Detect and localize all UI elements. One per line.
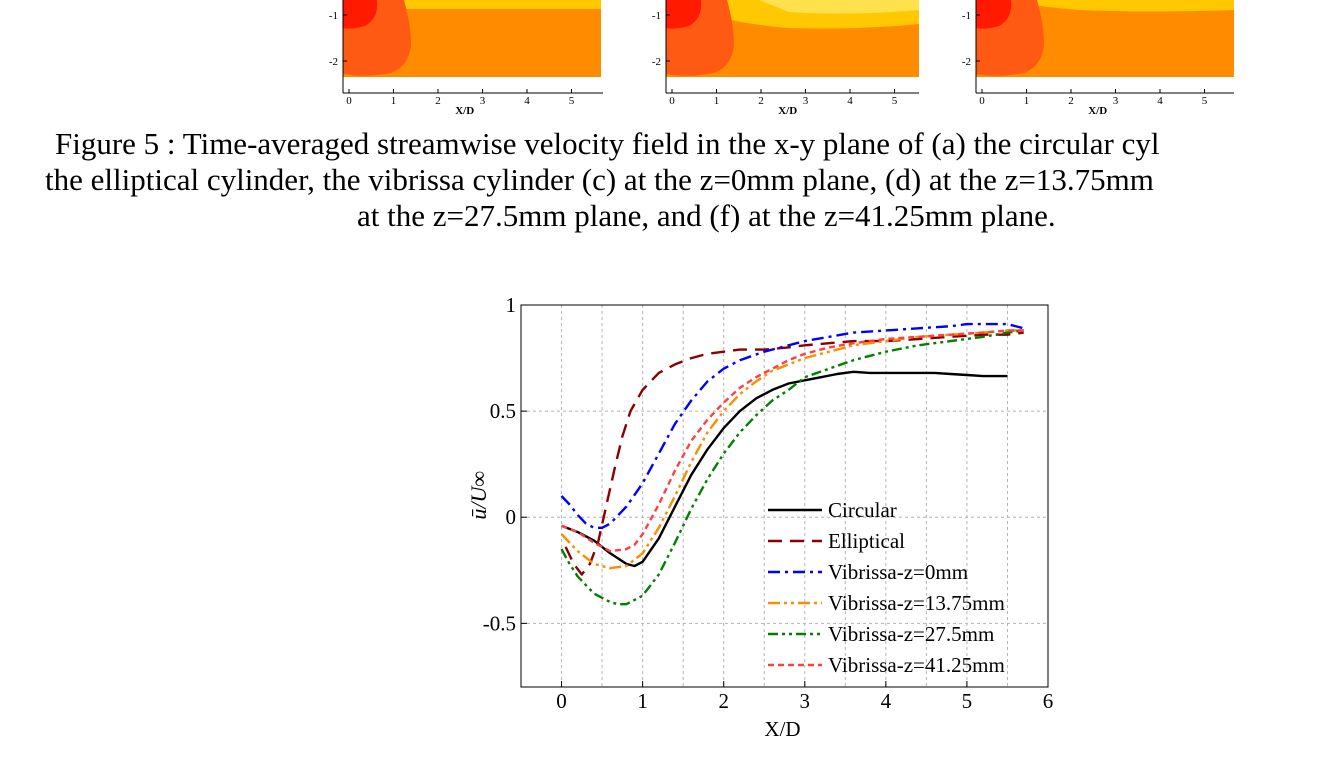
panel-x-tick-label: 4 (524, 95, 530, 107)
panel-y-tick-label: -2 (962, 56, 971, 68)
panel-y-tick-label: -1 (329, 10, 338, 22)
panel-x-tick-label: 2 (758, 95, 764, 107)
contour-region-upper (343, 0, 601, 9)
panel-x-axis-label: X/D (455, 105, 474, 117)
contour-region-upper (1014, 0, 1234, 12)
panel-x-tick-label: 1 (714, 95, 720, 107)
panel-x-axis-label: X/D (778, 105, 797, 117)
caption-line-3: at the z=27.5mm plane, and (f) at the z=… (357, 198, 1056, 233)
x-tick-label: 6 (1043, 689, 1054, 713)
contour-panel-b (609, 0, 919, 125)
contour-region-inner (976, 0, 1012, 29)
x-tick-label: 3 (800, 689, 811, 713)
panel-x-axis-label: X/D (1088, 105, 1107, 117)
contour-panel-a (299, 0, 609, 125)
contour-region-inner (666, 0, 702, 29)
panel-x-tick-label: 1 (391, 95, 397, 107)
y-tick-label: 0 (506, 505, 517, 529)
panel-y-tick-label: -2 (329, 56, 338, 68)
series-lines (560, 322, 1025, 606)
panel-y-tick-label: -1 (652, 10, 661, 22)
series-line-elliptical (564, 331, 1024, 576)
legend-label: Vibrissa-z=0mm (828, 560, 968, 584)
x-tick-label: 1 (637, 689, 648, 713)
contour-region-inner (343, 0, 378, 29)
panel-x-tick-label: 1 (1024, 95, 1030, 107)
caption-line-2: the elliptical cylinder, the vibrissa cy… (45, 162, 1154, 197)
axes-ticks: 0 1 2 3 4 5 6 -0.5 0 0.5 1 (483, 293, 1054, 713)
panel-x-tick-label: 5 (892, 95, 898, 107)
x-tick-label: 5 (962, 689, 973, 713)
contour-region-upper-light (759, 0, 919, 14)
figure5-contour-panels: -1 -2 0 1 2 3 4 5 X/D -1 -2 0 1 2 3 4 5 X/D -1 -2 0 1 2 3 4 5 X/D (299, 0, 1234, 125)
series-line-vibrissa-z-27-5mm (560, 329, 1024, 606)
panel-x-tick-label: 5 (569, 95, 575, 107)
panel-x-tick-label: 2 (435, 95, 441, 107)
y-axis-label: ū/U∞ (466, 471, 491, 520)
series-line-vibrissa-z-41-25mm (561, 329, 1024, 553)
panel-y-tick-label: -1 (962, 10, 971, 22)
panel-x-tick-label: 0 (669, 95, 675, 107)
panel-x-tick-label: 2 (1068, 95, 1074, 107)
series-line-circular (561, 370, 1008, 568)
panel-x-tick-label: 4 (1157, 95, 1163, 107)
contour-panel-labels: -1 -2 0 1 2 3 4 5 X/D -1 -2 0 1 2 3 4 5 X/D -1 -2 0 1 2 3 4 5 X/D (329, 10, 1208, 117)
caption-line-1: Figure 5 : Time-averaged streamwise velo… (55, 126, 1160, 161)
grid (521, 305, 1048, 687)
y-tick-label: 0.5 (490, 399, 516, 423)
panel-x-tick-label: 3 (1113, 95, 1119, 107)
y-tick-label: 1 (506, 293, 517, 317)
panel-y-tick-label: -2 (652, 56, 661, 68)
legend: Circular Elliptical Vibrissa-z=0mm Vibrissa… (768, 498, 1005, 677)
panel-x-tick-label: 0 (979, 95, 985, 107)
plot-frame (520, 304, 1049, 688)
series-line-vibrissa-z-13-75mm (560, 329, 1024, 570)
contour-panel-c (919, 0, 1234, 125)
x-tick-label: 0 (556, 689, 567, 713)
y-tick-label: -0.5 (483, 611, 516, 635)
panel-x-tick-label: 4 (847, 95, 853, 107)
panel-x-tick-label: 0 (346, 95, 352, 107)
legend-label: Vibrissa-z=41.25mm (828, 653, 1005, 677)
legend-label: Vibrissa-z=13.75mm (828, 591, 1005, 615)
legend-label: Elliptical (828, 529, 905, 553)
panel-x-tick-label: 3 (480, 95, 486, 107)
x-tick-label: 2 (718, 689, 729, 713)
series-line-vibrissa-z-0mm (560, 322, 1025, 529)
legend-label: Vibrissa-z=27.5mm (828, 622, 994, 646)
legend-label: Circular (828, 498, 897, 522)
panel-x-tick-label: 3 (803, 95, 809, 107)
x-tick-label: 4 (881, 689, 892, 713)
panel-x-tick-label: 5 (1202, 95, 1208, 107)
x-axis-label: X/D (764, 717, 800, 741)
